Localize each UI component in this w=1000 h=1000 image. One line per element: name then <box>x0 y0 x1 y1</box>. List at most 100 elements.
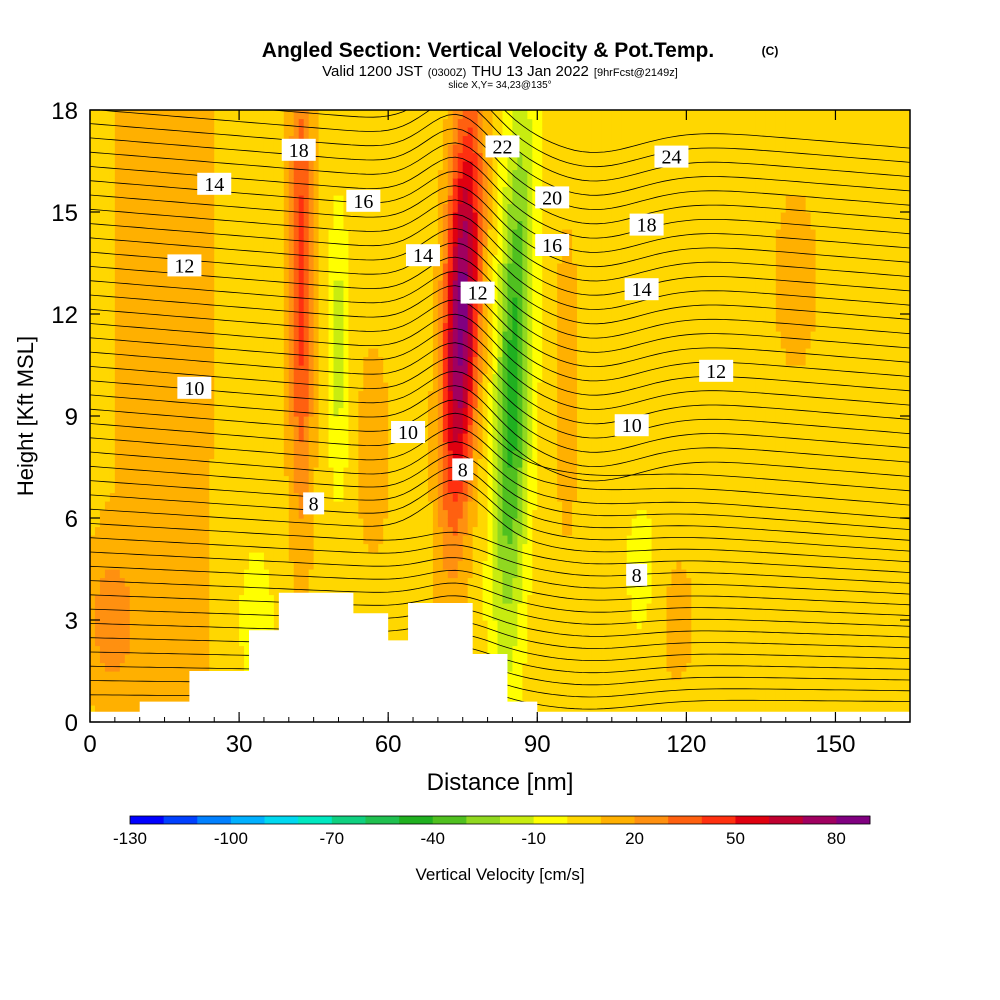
field-cell <box>164 220 171 230</box>
field-cell <box>109 458 116 468</box>
field-cell <box>234 484 240 494</box>
field-cell <box>184 688 190 698</box>
field-cell <box>104 152 111 162</box>
field-cell <box>104 577 111 587</box>
field-cell <box>169 152 176 162</box>
field-cell <box>99 450 106 460</box>
field-cell <box>249 127 255 137</box>
field-cell <box>109 569 116 579</box>
field-cell <box>318 569 325 579</box>
field-cell <box>129 271 136 281</box>
field-cell <box>288 518 295 528</box>
field-cell <box>209 339 215 349</box>
field-cell <box>383 543 389 553</box>
field-cell <box>214 560 220 570</box>
field-cell <box>363 110 369 120</box>
field-cell <box>184 450 190 460</box>
field-cell <box>427 399 434 409</box>
field-cell <box>328 390 335 400</box>
field-cell <box>393 356 399 366</box>
field-cell <box>244 416 250 426</box>
field-cell <box>418 161 424 171</box>
field-cell <box>378 526 384 536</box>
field-cell <box>174 110 181 120</box>
field-cell <box>124 526 131 536</box>
field-cell <box>283 322 290 332</box>
field-cell <box>179 654 186 664</box>
field-cell <box>244 127 250 137</box>
field-cell <box>224 475 230 485</box>
field-cell <box>164 577 171 587</box>
field-cell <box>254 229 260 239</box>
field-cell <box>159 220 166 230</box>
field-cell <box>408 399 414 409</box>
field-cell <box>408 331 414 341</box>
field-cell <box>124 696 131 706</box>
field-cell <box>393 229 399 239</box>
field-cell <box>358 237 364 247</box>
field-cell <box>418 195 424 205</box>
field-cell <box>124 322 131 332</box>
field-cell <box>114 144 121 154</box>
field-cell <box>90 492 96 502</box>
field-cell <box>189 407 195 417</box>
field-cell <box>323 305 330 315</box>
field-cell <box>104 416 111 426</box>
field-cell <box>134 654 141 664</box>
field-cell <box>174 246 181 256</box>
field-cell <box>234 577 240 587</box>
field-cell <box>333 229 340 239</box>
field-cell <box>144 671 151 681</box>
field-cell <box>268 280 275 290</box>
field-cell <box>383 237 389 247</box>
field-cell <box>283 492 290 502</box>
field-cell <box>338 322 345 332</box>
field-cell <box>258 450 265 460</box>
field-cell <box>90 161 96 171</box>
field-cell <box>358 339 364 349</box>
field-cell <box>209 212 215 222</box>
field-cell <box>383 195 389 205</box>
field-cell <box>368 118 374 128</box>
field-cell <box>338 186 345 196</box>
field-cell <box>268 458 275 468</box>
field-cell <box>164 399 171 409</box>
field-cell <box>393 509 399 519</box>
field-cell <box>194 450 200 460</box>
field-cell <box>373 314 379 324</box>
field-cell <box>413 577 419 587</box>
field-cell <box>139 390 146 400</box>
field-cell <box>214 263 220 273</box>
field-cell <box>214 365 220 375</box>
field-cell <box>333 237 340 247</box>
field-cell <box>358 552 364 562</box>
field-cell <box>249 152 255 162</box>
field-cell <box>139 603 146 613</box>
field-cell <box>144 161 151 171</box>
field-cell <box>189 560 195 570</box>
field-cell <box>229 118 235 128</box>
field-cell <box>393 271 399 281</box>
field-cell <box>273 161 280 171</box>
field-cell <box>154 339 161 349</box>
field-cell <box>149 356 156 366</box>
field-cell <box>94 492 101 502</box>
field-cell <box>109 637 116 647</box>
field-cell <box>348 152 354 162</box>
field-cell <box>333 322 340 332</box>
field-cell <box>149 229 156 239</box>
field-cell <box>124 705 131 715</box>
field-cell <box>154 254 161 264</box>
field-cell <box>328 492 335 502</box>
field-cell <box>378 518 384 528</box>
field-cell <box>99 118 106 128</box>
field-cell <box>273 254 280 264</box>
field-cell <box>119 212 126 222</box>
field-cell <box>239 484 245 494</box>
field-cell <box>144 186 151 196</box>
field-cell <box>308 118 315 128</box>
field-cell <box>288 161 295 171</box>
field-cell <box>184 526 190 536</box>
field-cell <box>268 407 275 417</box>
field-cell <box>214 195 220 205</box>
